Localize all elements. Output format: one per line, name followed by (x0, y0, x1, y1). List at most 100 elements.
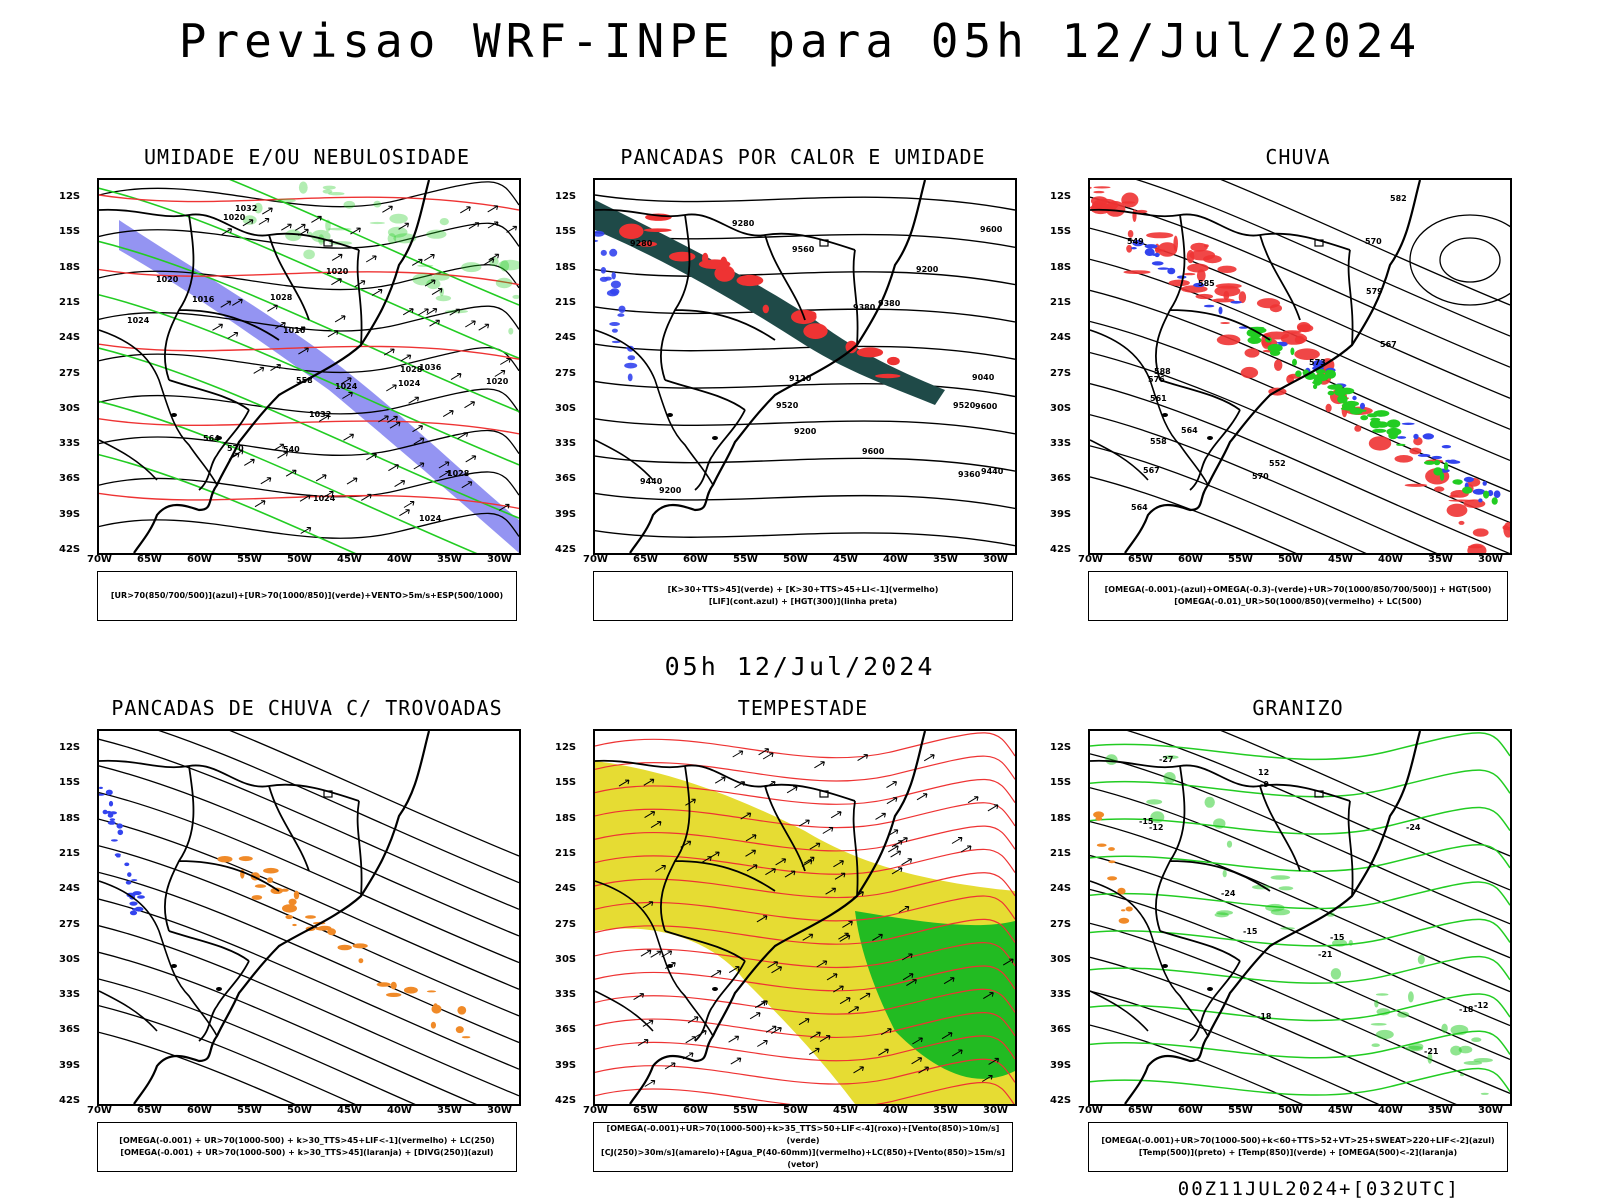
wind-vector (714, 776, 726, 784)
wind-vector (227, 332, 239, 339)
latitude-tick: 12S (555, 742, 577, 753)
wind-vector (346, 477, 358, 485)
wind-vector (943, 977, 955, 985)
wind-vector (758, 748, 770, 756)
wind-vector (413, 437, 425, 445)
latitude-tick: 36S (59, 473, 81, 485)
contour-label: 9280 (732, 219, 755, 228)
wind-vector (365, 255, 377, 263)
green-contours-cell (343, 200, 356, 209)
wind-vector (833, 860, 844, 868)
wind-vector (880, 1028, 892, 1036)
wind-vector (767, 961, 779, 969)
contour-label: 549 (1127, 237, 1144, 246)
atlantic-coastline (1124, 180, 1422, 553)
blue-divergence-cell (129, 901, 138, 906)
green-contours-cell (327, 227, 352, 231)
wind-vector (808, 1047, 820, 1055)
red-rain-cells-cell (1121, 192, 1139, 208)
latitude-tick: 36S (555, 473, 577, 485)
panel-title: UMIDADE E/OU NEBULOSIDADE (143, 145, 471, 169)
red-rain-cells-cell (1090, 196, 1108, 206)
blue-lif-contours-cell (611, 340, 621, 344)
wind-vector (386, 384, 397, 392)
latitude-tick: 33S (1050, 989, 1072, 1001)
longitude-tick: 70W (1078, 554, 1103, 565)
map-marker (323, 790, 333, 798)
green-contour-cells-cell (1330, 968, 1342, 980)
blue-lif-contours-cell (617, 313, 625, 317)
wind-vector (465, 320, 476, 328)
latitude-tick: 30S (555, 953, 577, 965)
contour-label: 1020 (156, 275, 179, 284)
lake-icon (171, 413, 177, 417)
coastline-borders (595, 731, 927, 1104)
panel-title: TEMPESTADE (737, 696, 869, 720)
red-rain-cells-cell (1173, 235, 1178, 252)
wind-vectors-15ms (618, 748, 1014, 1087)
contour-label: 9360 (958, 470, 981, 479)
green-contour-cells-cell (1459, 1073, 1465, 1077)
blue-divergence-cell (105, 789, 113, 796)
wind-vector (413, 462, 425, 470)
latitude-tick: 18S (1050, 261, 1072, 273)
legend-box: [OMEGA(-0.001)+UR>70(1000-500)+k>35_TTS>… (593, 1122, 1013, 1172)
latitude-tick: 15S (1050, 777, 1072, 789)
wind-vector (378, 415, 389, 423)
wind-vector (331, 278, 342, 286)
wind-vector (260, 477, 272, 485)
orange-shower-cells-cell (461, 1036, 471, 1039)
wind-vector (232, 449, 244, 457)
latitude-tick: 27S (555, 367, 577, 379)
contour-label: 1032 (309, 410, 331, 419)
map-frame: -15 -18 -21 -24 -9 -12 -12 -15 -18 -21 -24 -27 -15 12 (1088, 729, 1512, 1106)
hgt300-contour-line (595, 530, 1015, 547)
green-contour-cells-cell (1450, 1045, 1462, 1056)
blue-omega-cells-cell (1441, 445, 1452, 449)
contour-label: 576 (1148, 375, 1165, 384)
blue-divergence-cell (127, 872, 132, 877)
wind-vector (460, 206, 471, 214)
latitude-tick: 18S (1050, 812, 1072, 824)
temp500-contour-line (1090, 956, 1457, 1104)
red-dashed-isoline-line (99, 268, 519, 286)
green-omega-cells-cell (1386, 427, 1402, 436)
streamline-line (1136, 180, 1510, 337)
green-contours-cell (387, 233, 397, 245)
legend-box: [OMEGA(-0.001) + UR>70(1000-500) + k>30_… (97, 1122, 517, 1172)
green-omega-cells-cell (1372, 428, 1387, 433)
red-streamline-line (595, 942, 1015, 968)
longitude-tick: 45W (337, 554, 362, 565)
green-contour-cells-cell (1226, 840, 1233, 848)
wind-vector (350, 227, 361, 235)
green-contour-cells-cell (1348, 939, 1353, 946)
red-rain-cells (1090, 186, 1510, 553)
red-rain-cells-cell (1503, 522, 1510, 538)
latitude-tick: 27S (59, 918, 81, 930)
latitude-tick: 12S (555, 191, 577, 202)
longitude-tick: 70W (87, 1105, 112, 1116)
red-rain-cells-cell (1294, 348, 1320, 360)
green-omega-cells-cell (1483, 490, 1490, 499)
wind-vector (853, 1066, 864, 1074)
contour-label: 570 (1252, 472, 1269, 481)
longitude-tick: 60W (187, 554, 212, 565)
wind-vector (765, 1025, 777, 1033)
contour-label: 564 (1181, 426, 1198, 435)
green-contours-cell (303, 249, 315, 260)
orange-shower-cells-cell (358, 958, 364, 964)
longitude-tick: 45W (833, 554, 858, 565)
legend-line: [OMEGA(-0.001)+UR>70(1000-500)+k<60+TTS>… (1101, 1136, 1495, 1145)
contour-label: 9600 (862, 447, 885, 456)
lake-icon (712, 987, 718, 991)
wind-vector (644, 811, 656, 819)
red-rain-cells-cell (1238, 291, 1247, 304)
orange-omega-cells-cell (1121, 909, 1126, 912)
green-contour-cells-cell (1375, 993, 1389, 996)
blue-lif-contours-cell (610, 280, 621, 289)
green-contours-cell (426, 229, 447, 239)
humidity-band (119, 220, 519, 553)
blue-lif-contours-cell (609, 322, 620, 326)
blue-divergence (99, 786, 145, 916)
wind-vectors (212, 205, 518, 534)
